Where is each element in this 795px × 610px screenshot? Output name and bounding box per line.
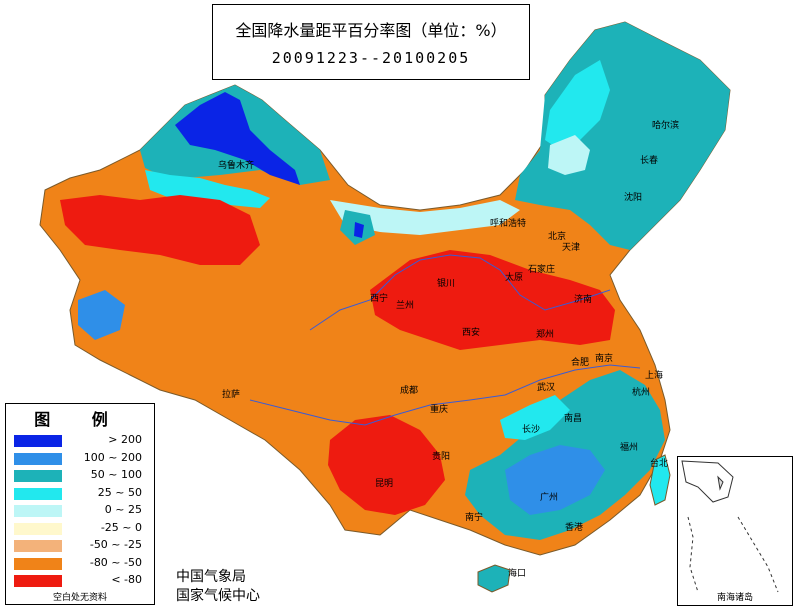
legend-label: 0 ~ 25 (104, 503, 142, 516)
dark-spot-inner-mongolia (354, 222, 364, 238)
city-label: 西宁 (370, 294, 389, 304)
darkblue-region-southeast (505, 445, 605, 515)
agency-ncc: 国家气候中心 (176, 588, 260, 604)
legend-swatch (14, 487, 62, 500)
city-label: 广州 (540, 493, 559, 503)
map-title: 全国降水量距平百分率图（单位：%） (235, 21, 507, 40)
city-label: 台北 (650, 459, 669, 469)
legend-label: > 200 (108, 433, 142, 446)
city-label: 呼和浩特 (490, 219, 527, 229)
legend-row: -50 ~ -25 (12, 538, 150, 553)
city-label: 银川 (437, 279, 456, 289)
legend-row: -25 ~ 0 (12, 520, 150, 536)
city-label: 济南 (574, 295, 593, 305)
legend-note: 空白处无资料 (52, 593, 107, 603)
legend-row: < -80 (12, 573, 150, 588)
lightblue-region-south (500, 395, 570, 440)
legend-label: -25 ~ 0 (100, 520, 142, 534)
city-label: 长沙 (522, 425, 541, 435)
legend-label: -80 ~ -50 (89, 555, 142, 569)
legend-title: 图 例 (34, 410, 126, 429)
legend-label: < -80 (111, 573, 142, 586)
city-label: 成都 (400, 386, 419, 396)
taiwan-island (649, 454, 671, 506)
legend-swatch (14, 540, 62, 552)
city-label: 哈尔滨 (652, 121, 680, 131)
legend-swatch (14, 575, 62, 587)
pale-region-northeast (548, 135, 590, 175)
city-label: 兰州 (396, 301, 415, 311)
legend-label: 25 ~ 50 (97, 485, 142, 499)
city-label: 上海 (645, 371, 664, 381)
legend-swatch (14, 452, 62, 465)
city-label: 贵阳 (432, 452, 451, 462)
city-label: 福州 (620, 443, 639, 453)
hainan-island (477, 564, 511, 593)
legend-row: 0 ~ 25 (12, 503, 150, 518)
city-label: 拉萨 (222, 390, 241, 400)
legend-row: -80 ~ -50 (12, 555, 150, 571)
south-china-sea-inset: 南海诸岛 (677, 456, 793, 606)
city-label: 香港 (565, 523, 584, 533)
legend-row: 50 ~ 100 (12, 468, 150, 483)
city-label: 郑州 (536, 330, 555, 340)
legend-swatch (14, 435, 62, 447)
dark-blue-region-northwest (175, 92, 300, 185)
inset-label: 南海诸岛 (716, 593, 753, 603)
city-label: 海口 (508, 569, 527, 579)
legend-row: > 200 (12, 433, 150, 448)
lightblue-region-northeast (545, 60, 610, 150)
city-label: 天津 (562, 243, 581, 253)
city-label: 杭州 (632, 388, 651, 398)
city-label: 南宁 (465, 513, 484, 523)
yangtze-river (249, 364, 641, 426)
legend-swatch (14, 522, 62, 535)
red-region-xinjiang (60, 195, 260, 265)
city-label: 长春 (640, 156, 659, 166)
light-blue-region-northwest (145, 170, 270, 208)
city-label: 重庆 (430, 405, 449, 415)
city-label: 乌鲁木齐 (218, 161, 255, 171)
legend: 图 例 > 200 100 ~ 200 50 ~ 100 25 ~ 50 0 ~ 25 -… (5, 403, 155, 605)
blue-region-northeast (515, 22, 730, 250)
legend-label: 100 ~ 200 (83, 450, 142, 464)
blue-spot-west (78, 290, 125, 340)
inset-map (681, 460, 779, 593)
city-label: 西安 (462, 328, 481, 338)
city-label: 南京 (595, 354, 614, 364)
city-label: 太原 (505, 273, 524, 283)
agency-cma: 中国气象局 (176, 569, 246, 585)
city-label: 石家庄 (528, 265, 556, 275)
title-box: 全国降水量距平百分率图（单位：%） 20091223--20100205 (212, 4, 530, 80)
red-region-central (370, 250, 615, 350)
light-region-inner-mongolia (330, 200, 520, 235)
city-label: 北京 (548, 232, 567, 242)
city-label: 昆明 (375, 479, 394, 489)
red-region-southwest (328, 415, 445, 515)
yellow-river (309, 254, 611, 331)
legend-row: 100 ~ 200 (12, 450, 150, 466)
legend-row: 25 ~ 50 (12, 485, 150, 501)
date-range: 20091223--20100205 (271, 49, 471, 67)
legend-label: 50 ~ 100 (90, 468, 142, 481)
legend-swatch (14, 505, 62, 517)
city-label: 合肥 (571, 358, 590, 368)
legend-swatch (14, 470, 62, 482)
legend-swatch (14, 557, 62, 570)
legend-label: -50 ~ -25 (89, 538, 142, 551)
city-label: 南昌 (564, 414, 583, 424)
city-label: 沈阳 (624, 193, 643, 203)
city-label: 武汉 (537, 383, 556, 393)
